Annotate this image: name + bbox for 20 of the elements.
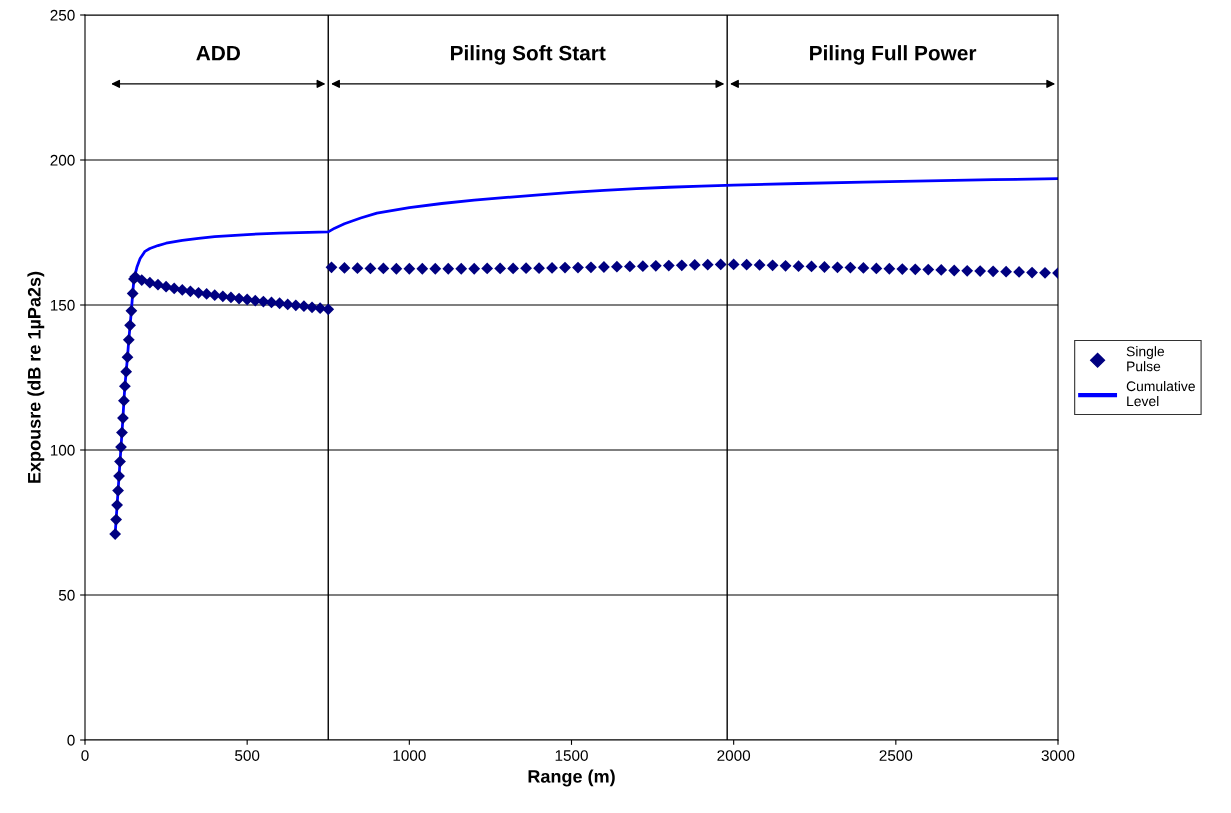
legend-label: Single Pulse: [1126, 346, 1165, 372]
annotation: ADD: [196, 45, 240, 61]
y-tick-label: 150: [50, 299, 75, 311]
x-tick-label: 2000: [717, 750, 751, 761]
x-tick-label: 500: [235, 750, 260, 761]
x-tick-label: 1000: [393, 750, 426, 761]
annotation: Piling Full Power: [810, 45, 977, 65]
x-tick-label: 0: [81, 750, 89, 761]
legend-label: Cumulative Level: [1126, 380, 1195, 407]
y-tick-label: 50: [58, 589, 75, 601]
y-tick-label: 0: [67, 734, 75, 746]
y-tick-label: 250: [50, 9, 75, 21]
annotation: Piling Soft Start: [450, 45, 606, 65]
x-axis-title: Range (m): [528, 769, 615, 787]
x-tick-label: 3000: [1041, 750, 1075, 761]
y-axis-title: Expousre (dB re 1µPa2s): [27, 271, 45, 483]
x-tick-label: 1500: [555, 750, 588, 761]
y-tick-label: 200: [50, 154, 75, 166]
x-tick-label: 2500: [879, 750, 913, 761]
y-tick-label: 100: [50, 444, 75, 456]
